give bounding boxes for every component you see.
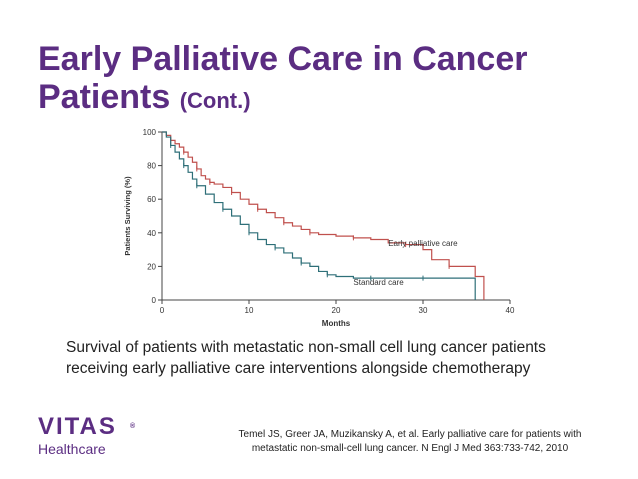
citation-line-1: Temel JS, Greer JA, Muzikansky A, et al.…: [238, 429, 582, 440]
title-main: Early Palliative Care in Cancer Patients: [38, 40, 528, 116]
y-tick-label: 80: [147, 162, 156, 171]
x-tick-label: 10: [245, 306, 254, 315]
early-palliative-care-curve: [162, 131, 485, 300]
series-annotation: Standard care: [353, 278, 404, 287]
y-tick-label: 40: [147, 229, 156, 238]
logo-wordmark: VITAS ®: [38, 415, 138, 439]
survival-chart-svg: 0 20 40 60 80 100 0 10 20 30 40 Months Patients Surv…: [123, 128, 515, 328]
x-tick-label: 20: [332, 306, 341, 315]
x-tick-label: 40: [506, 306, 515, 315]
x-axis-label: Months: [322, 319, 351, 328]
y-tick-label: 20: [147, 262, 156, 271]
logo-subtitle: Healthcare: [38, 441, 106, 457]
slide-title: Early Palliative Care in Cancer Patients…: [38, 40, 618, 120]
vitas-logo: VITAS ® Healthcare: [38, 415, 138, 460]
series-annotation: Early palliative care: [388, 239, 458, 248]
y-tick-label: 0: [152, 296, 157, 305]
title-sub: (Cont.): [179, 88, 251, 113]
citation: Temel JS, Greer JA, Muzikansky A, et al.…: [210, 428, 610, 456]
logo-word: VITAS: [38, 413, 117, 440]
chart-caption: Survival of patients with metastatic non…: [66, 339, 546, 377]
x-tick-label: 30: [419, 306, 428, 315]
survival-chart: 0 20 40 60 80 100 0 10 20 30 40 Months Patients Surv…: [110, 122, 520, 328]
citation-line-2: metastatic non-small-cell lung cancer. N…: [251, 443, 569, 454]
standard-care-curve: [162, 131, 476, 300]
y-axis-label: Patients Surviving (%): [123, 176, 132, 256]
y-tick-label: 60: [147, 195, 156, 204]
logo-registered-mark: ®: [130, 423, 138, 430]
y-tick-label: 100: [143, 128, 157, 137]
x-tick-label: 0: [160, 306, 165, 315]
